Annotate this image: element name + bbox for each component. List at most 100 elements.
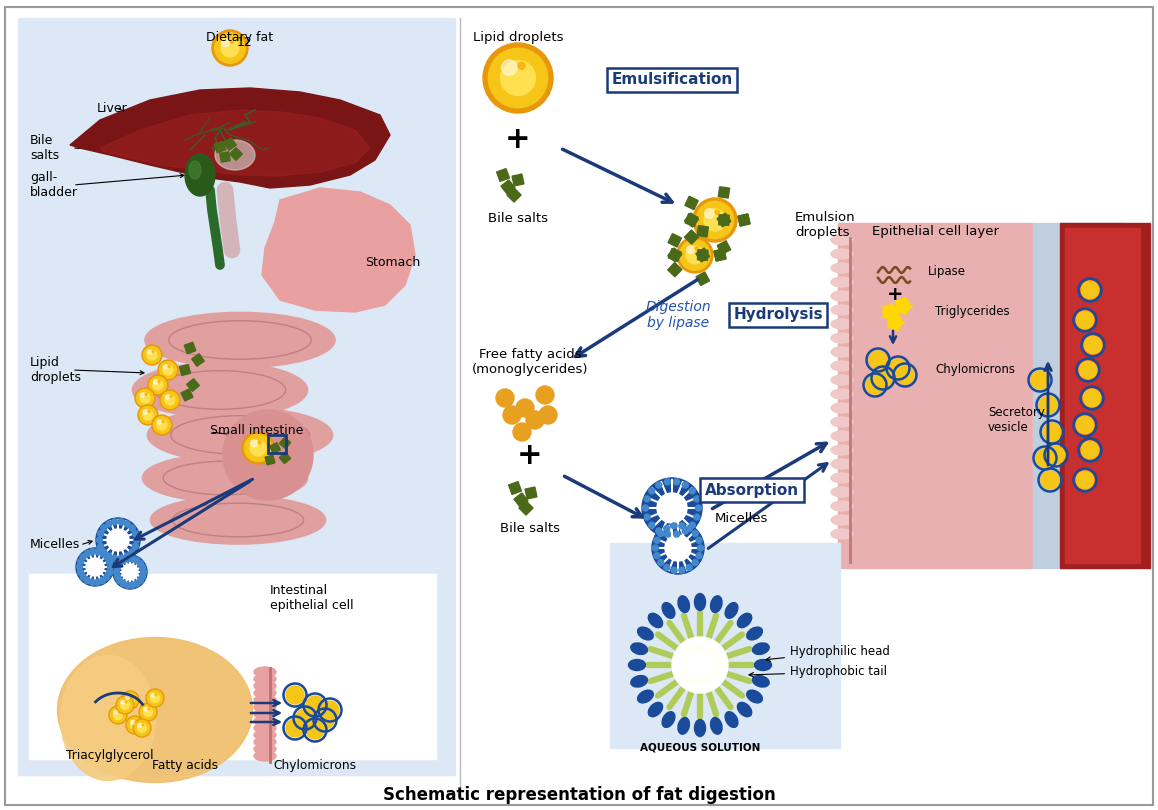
Circle shape <box>107 529 129 551</box>
Circle shape <box>120 581 126 586</box>
Circle shape <box>126 695 130 699</box>
Text: Hydrolysis: Hydrolysis <box>733 308 823 322</box>
Ellipse shape <box>831 403 853 413</box>
Ellipse shape <box>254 702 276 712</box>
Circle shape <box>80 554 86 560</box>
Circle shape <box>674 531 680 537</box>
Bar <box>697 249 708 260</box>
Circle shape <box>222 40 239 56</box>
Ellipse shape <box>147 407 332 463</box>
Ellipse shape <box>755 659 771 671</box>
Circle shape <box>80 574 86 580</box>
Circle shape <box>140 393 151 403</box>
Circle shape <box>500 61 535 96</box>
Text: 12: 12 <box>237 36 252 49</box>
Circle shape <box>138 405 157 425</box>
Circle shape <box>100 551 105 556</box>
Bar <box>514 493 528 507</box>
Bar <box>19 18 455 775</box>
Circle shape <box>101 525 107 531</box>
Circle shape <box>286 719 305 737</box>
Circle shape <box>501 60 516 75</box>
Bar <box>220 151 230 162</box>
Ellipse shape <box>185 154 215 196</box>
Circle shape <box>138 561 144 566</box>
Circle shape <box>483 43 554 113</box>
Circle shape <box>120 701 130 710</box>
Bar <box>696 272 710 286</box>
Text: Bile salts: Bile salts <box>488 211 548 224</box>
Circle shape <box>705 208 714 218</box>
Circle shape <box>687 565 692 570</box>
Ellipse shape <box>831 501 853 511</box>
Text: Lipase: Lipase <box>928 266 966 279</box>
Circle shape <box>306 721 324 739</box>
Bar <box>738 214 749 226</box>
Circle shape <box>1041 471 1060 489</box>
Circle shape <box>164 395 175 405</box>
Circle shape <box>107 569 112 575</box>
Circle shape <box>286 686 305 704</box>
Circle shape <box>152 351 154 352</box>
Circle shape <box>108 564 113 570</box>
Bar <box>714 249 726 261</box>
Circle shape <box>140 705 155 719</box>
Text: Schematic representation of fat digestion: Schematic representation of fat digestio… <box>382 786 776 804</box>
Circle shape <box>76 564 82 570</box>
Circle shape <box>113 555 147 589</box>
Circle shape <box>696 537 702 544</box>
Ellipse shape <box>151 496 325 544</box>
Circle shape <box>230 40 234 44</box>
Circle shape <box>686 246 704 264</box>
Ellipse shape <box>831 347 853 357</box>
Circle shape <box>244 434 272 462</box>
Circle shape <box>125 701 126 703</box>
Circle shape <box>1039 396 1057 414</box>
Circle shape <box>222 40 229 47</box>
Circle shape <box>105 521 112 527</box>
Circle shape <box>658 531 664 536</box>
Circle shape <box>120 701 125 704</box>
Circle shape <box>149 377 167 394</box>
Bar <box>668 233 681 247</box>
Circle shape <box>212 30 248 66</box>
Circle shape <box>672 637 728 693</box>
Text: Emulsification: Emulsification <box>611 73 733 87</box>
Circle shape <box>151 693 160 702</box>
Circle shape <box>140 393 145 397</box>
Circle shape <box>642 478 702 538</box>
Circle shape <box>687 245 695 254</box>
Circle shape <box>76 548 113 586</box>
Circle shape <box>217 34 243 62</box>
Circle shape <box>130 696 132 697</box>
Ellipse shape <box>747 627 762 640</box>
Circle shape <box>157 420 162 424</box>
Text: gall-
bladder: gall- bladder <box>30 171 78 199</box>
Circle shape <box>125 696 134 705</box>
Circle shape <box>1076 471 1094 489</box>
Bar <box>686 214 698 227</box>
Circle shape <box>665 531 670 537</box>
Bar <box>229 147 242 160</box>
Circle shape <box>697 545 704 551</box>
Text: +: + <box>518 441 543 470</box>
Bar <box>684 230 698 244</box>
Circle shape <box>157 381 160 382</box>
Bar <box>179 364 191 376</box>
Circle shape <box>138 723 147 732</box>
Text: +: + <box>887 285 903 305</box>
Circle shape <box>110 707 126 723</box>
Circle shape <box>889 359 907 377</box>
Circle shape <box>157 360 178 380</box>
Ellipse shape <box>58 637 252 782</box>
Ellipse shape <box>254 709 276 719</box>
Circle shape <box>682 528 688 534</box>
Circle shape <box>142 345 162 365</box>
Ellipse shape <box>831 473 853 483</box>
Circle shape <box>896 299 910 313</box>
Circle shape <box>694 514 699 520</box>
Circle shape <box>142 410 153 420</box>
Circle shape <box>688 653 712 677</box>
Circle shape <box>1043 423 1061 441</box>
Circle shape <box>144 410 148 414</box>
